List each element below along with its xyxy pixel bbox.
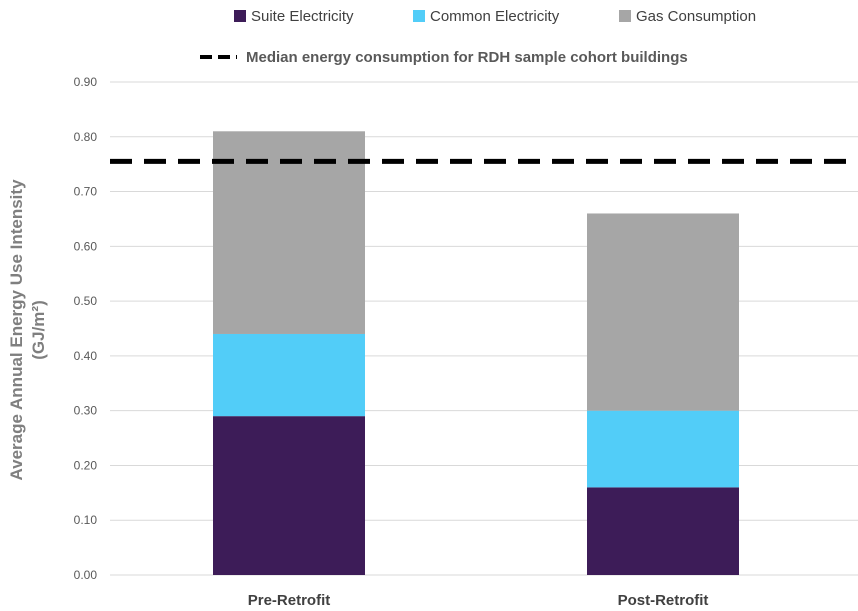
- y-tick-label: 0.50: [74, 294, 98, 308]
- y-axis-title-line1: Average Annual Energy Use Intensity: [7, 179, 26, 481]
- y-tick-label: 0.80: [74, 130, 98, 144]
- x-category-label: Pre-Retrofit: [248, 592, 331, 609]
- bar-segment: [213, 333, 365, 417]
- legend-swatch: [234, 10, 246, 22]
- bars: [213, 131, 739, 575]
- y-tick-label: 0.30: [74, 404, 98, 418]
- legend: Suite Electricity Common Electricity Gas C…: [200, 8, 756, 66]
- x-axis-categories: Pre-Retrofit Post-Retrofit: [248, 592, 709, 609]
- legend-label: Gas Consumption: [636, 8, 756, 25]
- bar-segment: [587, 487, 739, 575]
- y-tick-label: 0.40: [74, 349, 98, 363]
- y-tick-label: 0.70: [74, 185, 98, 199]
- bar-segment: [213, 131, 365, 334]
- y-axis-ticks: 0.00 0.10 0.20 0.30 0.40 0.50 0.60 0.70 0.80 0.90: [74, 75, 98, 582]
- bar-segment: [213, 416, 365, 575]
- bar-segment: [587, 410, 739, 488]
- legend-swatch: [619, 10, 631, 22]
- y-tick-label: 0.90: [74, 75, 98, 89]
- legend-reference-label: Median energy consumption for RDH sample…: [246, 49, 688, 66]
- y-tick-label: 0.60: [74, 239, 98, 253]
- y-axis-title: Average Annual Energy Use Intensity (GJ/…: [7, 179, 48, 481]
- bar-segment: [587, 213, 739, 411]
- y-axis-title-line2: (GJ/m²): [29, 300, 48, 360]
- y-tick-label: 0.10: [74, 513, 98, 527]
- legend-label: Suite Electricity: [251, 8, 354, 25]
- y-tick-label: 0.20: [74, 458, 98, 472]
- legend-swatch: [413, 10, 425, 22]
- x-category-label: Post-Retrofit: [618, 592, 709, 609]
- y-tick-label: 0.00: [74, 568, 98, 582]
- legend-label: Common Electricity: [430, 8, 560, 25]
